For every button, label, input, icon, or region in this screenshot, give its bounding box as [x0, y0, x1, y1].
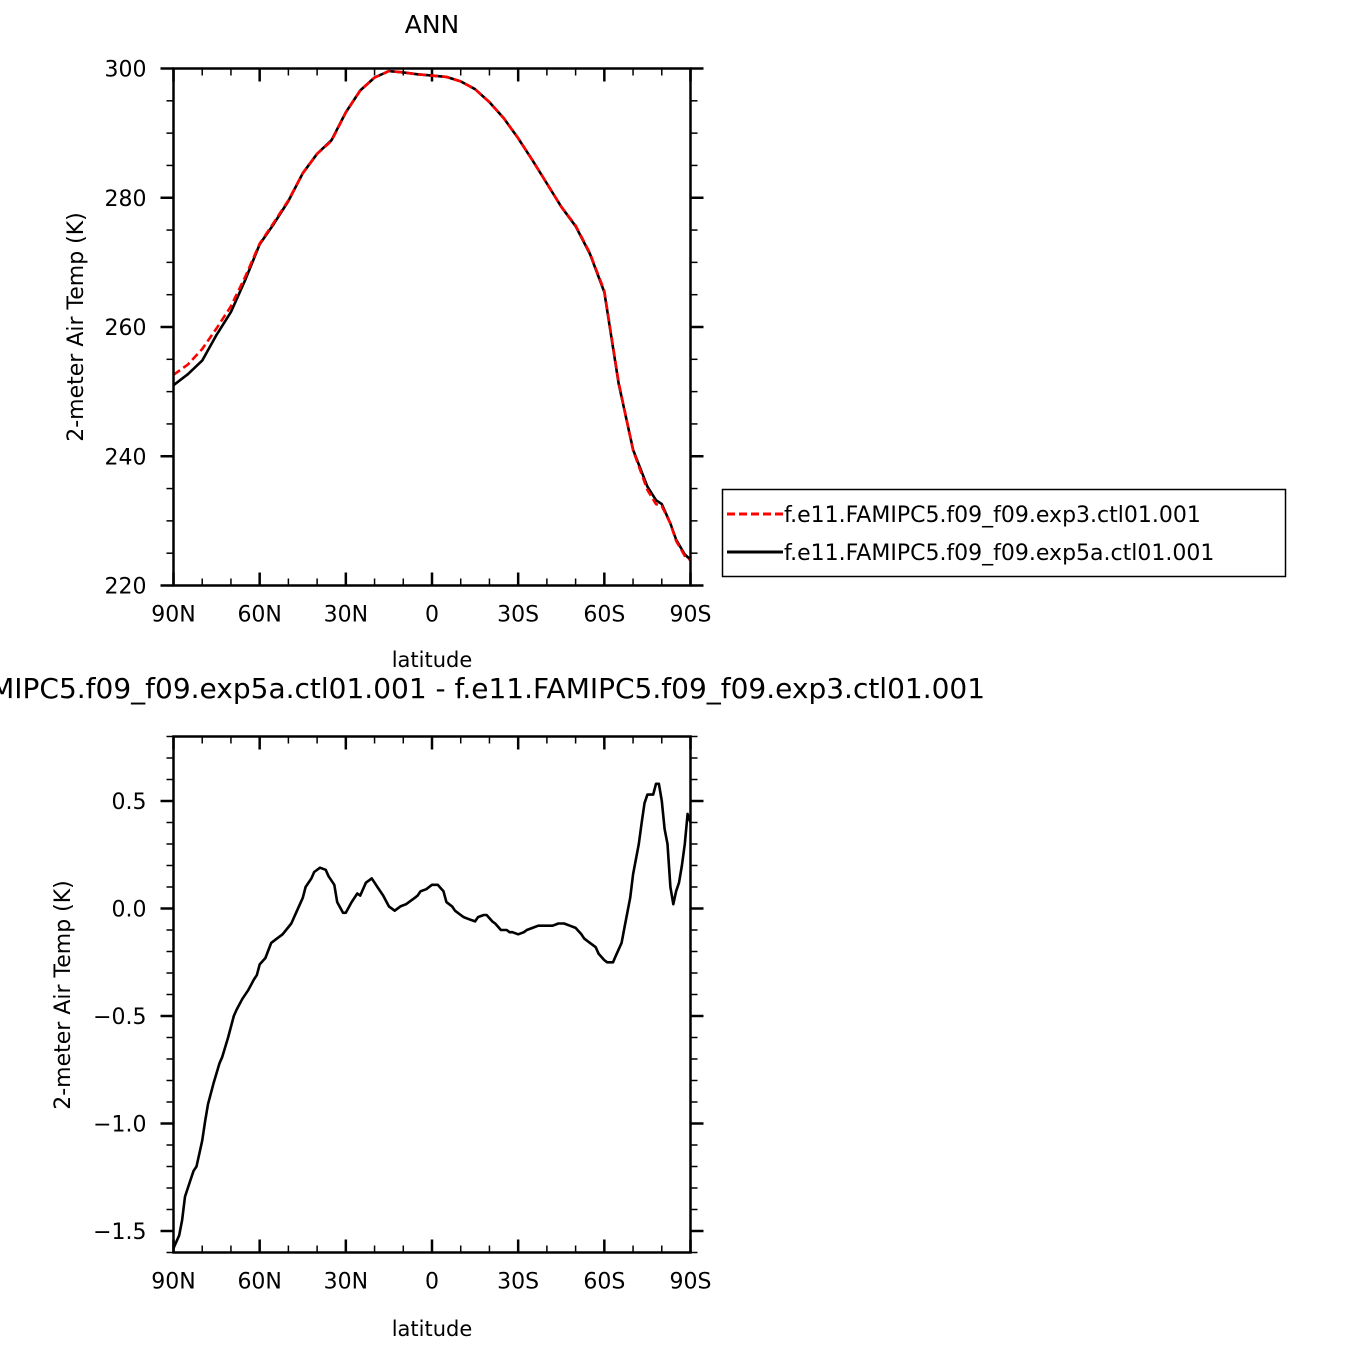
x-tick-label: 0	[425, 603, 439, 628]
y-tick-label: 0.0	[112, 898, 147, 923]
plot-ticks	[160, 67, 704, 587]
y-tick-label: −1.5	[93, 1220, 146, 1245]
x-tick-label: 60N	[237, 1270, 281, 1295]
y-axis-label: 2-meter Air Temp (K)	[64, 212, 89, 442]
x-tick-label: 90S	[670, 1270, 712, 1295]
x-tick-label: 0	[425, 1270, 439, 1295]
x-tick-label: 60N	[237, 603, 281, 628]
series-line-1	[172, 69, 692, 561]
legend: f.e11.FAMIPC5.f09_f09.exp3.ctl01.001 f.e…	[721, 488, 1287, 578]
plot-frame	[172, 67, 692, 587]
x-tick-label: 30N	[324, 1270, 368, 1295]
plot-frame	[172, 735, 692, 1254]
x-tick-label: 90S	[670, 603, 712, 628]
legend-box	[721, 488, 1287, 578]
legend-label-exp5a: f.e11.FAMIPC5.f09_f09.exp5a.ctl01.001	[784, 541, 1214, 566]
y-tick-label: 300	[105, 58, 147, 83]
temperature-panel: ANN 90N 60N 30N 0 30S 60S 90S 220 240 260 280 300 l…	[64, 10, 711, 672]
x-tick-label: 90N	[151, 1270, 195, 1295]
x-tick-label: 30S	[497, 603, 539, 628]
y-tick-label: 260	[105, 316, 147, 341]
y-tick-label: 280	[105, 187, 147, 212]
difference-panel: f.e11.FAMIPC5.f09_f09.exp5a.ctl01.001 - …	[0, 672, 985, 1341]
plot-ticks	[160, 735, 704, 1254]
x-axis-label: latitude	[392, 648, 473, 672]
chart-title: ANN	[405, 10, 460, 39]
x-tick-label: 90N	[151, 603, 195, 628]
series-lines	[172, 69, 692, 562]
series-line-0	[172, 69, 692, 562]
tick-labels: 90N 60N 30N 0 30S 60S 90S 220 240 260 280 300	[105, 58, 712, 628]
chart-title: f.e11.FAMIPC5.f09_f09.exp5a.ctl01.001 - …	[0, 672, 985, 705]
y-axis-label: 2-meter Air Temp (K)	[51, 880, 76, 1110]
y-tick-label: 240	[105, 445, 147, 470]
x-axis-label: latitude	[392, 1317, 473, 1341]
y-tick-label: 0.5	[112, 790, 147, 815]
series-line-0	[172, 782, 692, 1249]
x-tick-label: 30S	[497, 1270, 539, 1295]
y-tick-label: −0.5	[93, 1005, 146, 1030]
x-tick-label: 30N	[324, 603, 368, 628]
tick-labels: 90N 60N 30N 0 30S 60S 90S −1.5 −1.0 −0.5 0.0 0.5	[93, 790, 711, 1295]
y-tick-label: −1.0	[93, 1113, 146, 1138]
series-lines	[172, 782, 692, 1249]
x-tick-label: 60S	[583, 1270, 625, 1295]
y-tick-label: 220	[105, 575, 147, 600]
legend-label-exp3: f.e11.FAMIPC5.f09_f09.exp3.ctl01.001	[784, 503, 1201, 528]
x-tick-label: 60S	[583, 603, 625, 628]
